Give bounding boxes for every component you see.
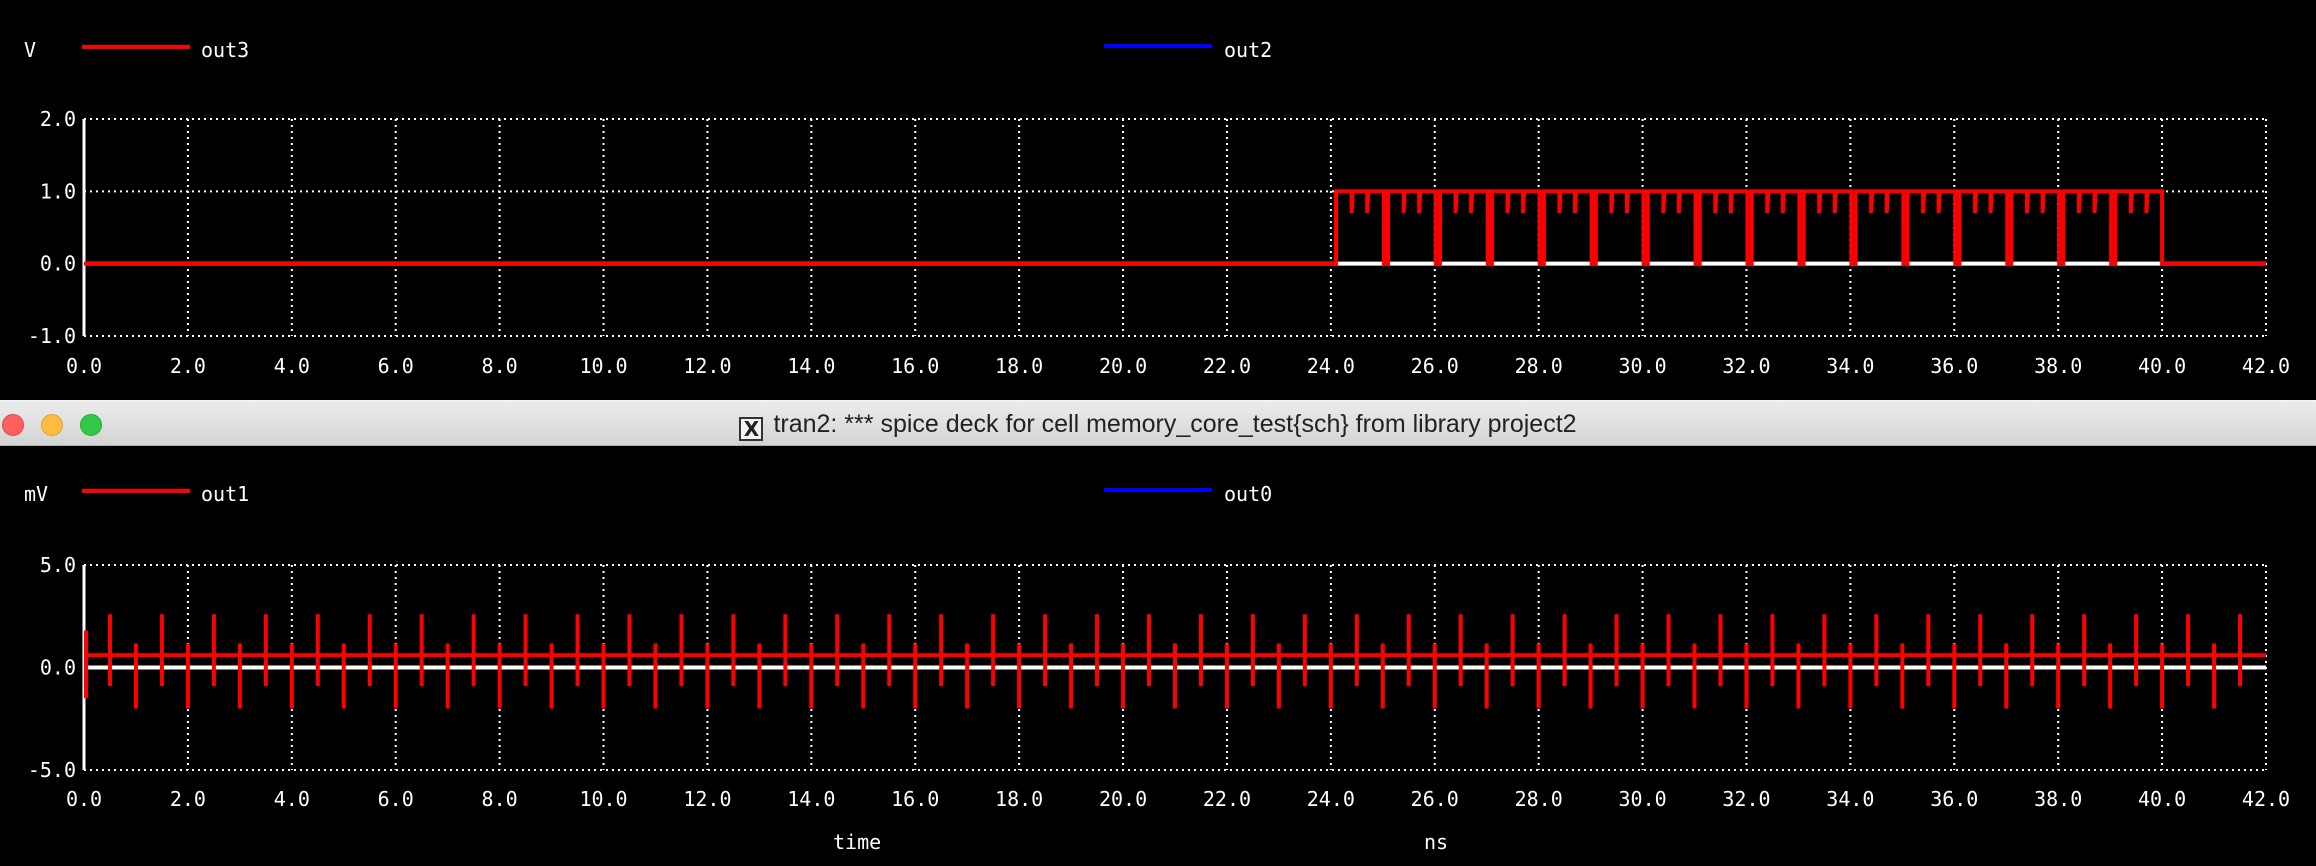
x-tick-label: 34.0	[1826, 787, 1874, 811]
maximize-button[interactable]	[80, 414, 102, 436]
x-tick-label: 40.0	[2138, 354, 2186, 378]
legend-label-out2: out2	[1224, 38, 1272, 62]
trace-out3	[84, 189, 2266, 266]
x-tick-label: 22.0	[1203, 354, 1251, 378]
x-tick-label: 30.0	[1618, 354, 1666, 378]
bottom-plot: 0.0 2.0 4.0 6.0 8.0 10.0 12.0 14.0 16.0 18.0 20.0 2…	[24, 482, 2290, 854]
x-tick-label: 4.0	[274, 354, 310, 378]
x-tick-label: 10.0	[579, 354, 627, 378]
x-tick-label: 12.0	[683, 354, 731, 378]
x-tick-label: 10.0	[579, 787, 627, 811]
window-title-text: tran2: *** spice deck for cell memory_co…	[773, 410, 1577, 438]
x-tick-label: 2.0	[170, 787, 206, 811]
x-tick-label: 22.0	[1203, 787, 1251, 811]
legend-label-out3: out3	[201, 38, 249, 62]
x-tick-label: 42.0	[2242, 787, 2290, 811]
y-unit-label: mV	[24, 482, 48, 506]
x-tick-label: 32.0	[1722, 354, 1770, 378]
traces	[84, 614, 2266, 709]
x-tick-label: 32.0	[1722, 787, 1770, 811]
x-axis-unit: ns	[1424, 830, 1448, 854]
x-tick-label: 8.0	[482, 354, 518, 378]
y-tick-label: -1.0	[28, 324, 76, 348]
x-tick-label: 34.0	[1826, 354, 1874, 378]
minimize-button[interactable]	[41, 414, 63, 436]
y-unit-label: V	[24, 38, 36, 62]
legend-label-out1: out1	[201, 482, 249, 506]
x-tick-label: 24.0	[1307, 787, 1355, 811]
x-tick-label: 4.0	[274, 787, 310, 811]
x-tick-label: 38.0	[2034, 354, 2082, 378]
x-tick-label: 28.0	[1515, 354, 1563, 378]
top-plot: 0.0 2.0 4.0 6.0 8.0 10.0 12.0 14.0 16.0 18.0 20.0 2…	[24, 38, 2290, 378]
x-tick-label: 6.0	[378, 354, 414, 378]
close-button[interactable]	[2, 414, 24, 436]
y-tick-label: 1.0	[40, 179, 76, 203]
x-tick-label: 18.0	[995, 354, 1043, 378]
x-tick-label: 28.0	[1515, 787, 1563, 811]
x11-icon: X	[739, 417, 764, 441]
x-tick-label: 30.0	[1618, 787, 1666, 811]
tick-labels: 0.0 2.0 4.0 6.0 8.0 10.0 12.0 14.0 16.0 18.0 20.0 2…	[28, 107, 2290, 378]
x-tick-label: 0.0	[66, 787, 102, 811]
x-tick-label: 36.0	[1930, 354, 1978, 378]
x-tick-label: 26.0	[1411, 787, 1459, 811]
x-tick-label: 20.0	[1099, 354, 1147, 378]
x-tick-label: 6.0	[378, 787, 414, 811]
x-tick-label: 36.0	[1930, 787, 1978, 811]
tick-labels: 0.0 2.0 4.0 6.0 8.0 10.0 12.0 14.0 16.0 18.0 20.0 2…	[28, 553, 2290, 811]
y-tick-label: 0.0	[40, 656, 76, 680]
grid	[83, 118, 2267, 337]
x-axis-label: time	[833, 830, 881, 854]
top-plot-panel: 0.0 2.0 4.0 6.0 8.0 10.0 12.0 14.0 16.0 18.0 20.0 2…	[0, 0, 2316, 400]
x-tick-label: 14.0	[787, 354, 835, 378]
x-tick-label: 18.0	[995, 787, 1043, 811]
x-tick-label: 16.0	[891, 354, 939, 378]
x-tick-label: 42.0	[2242, 354, 2290, 378]
y-tick-label: -5.0	[28, 758, 76, 782]
y-tick-label: 5.0	[40, 553, 76, 577]
legend-label-out0: out0	[1224, 482, 1272, 506]
bottom-plot-panel: 0.0 2.0 4.0 6.0 8.0 10.0 12.0 14.0 16.0 18.0 20.0 2…	[0, 446, 2316, 862]
x-tick-label: 0.0	[66, 354, 102, 378]
x-tick-label: 14.0	[787, 787, 835, 811]
axes	[82, 119, 2266, 336]
traces	[84, 189, 2266, 266]
y-tick-label: 2.0	[40, 107, 76, 131]
x-tick-label: 38.0	[2034, 787, 2082, 811]
x-tick-label: 24.0	[1307, 354, 1355, 378]
x-tick-label: 40.0	[2138, 787, 2186, 811]
x-tick-label: 16.0	[891, 787, 939, 811]
y-tick-label: 0.0	[40, 252, 76, 276]
x-tick-label: 12.0	[683, 787, 731, 811]
x-tick-label: 8.0	[482, 787, 518, 811]
x-tick-label: 2.0	[170, 354, 206, 378]
x-tick-label: 20.0	[1099, 787, 1147, 811]
x-tick-label: 26.0	[1411, 354, 1459, 378]
